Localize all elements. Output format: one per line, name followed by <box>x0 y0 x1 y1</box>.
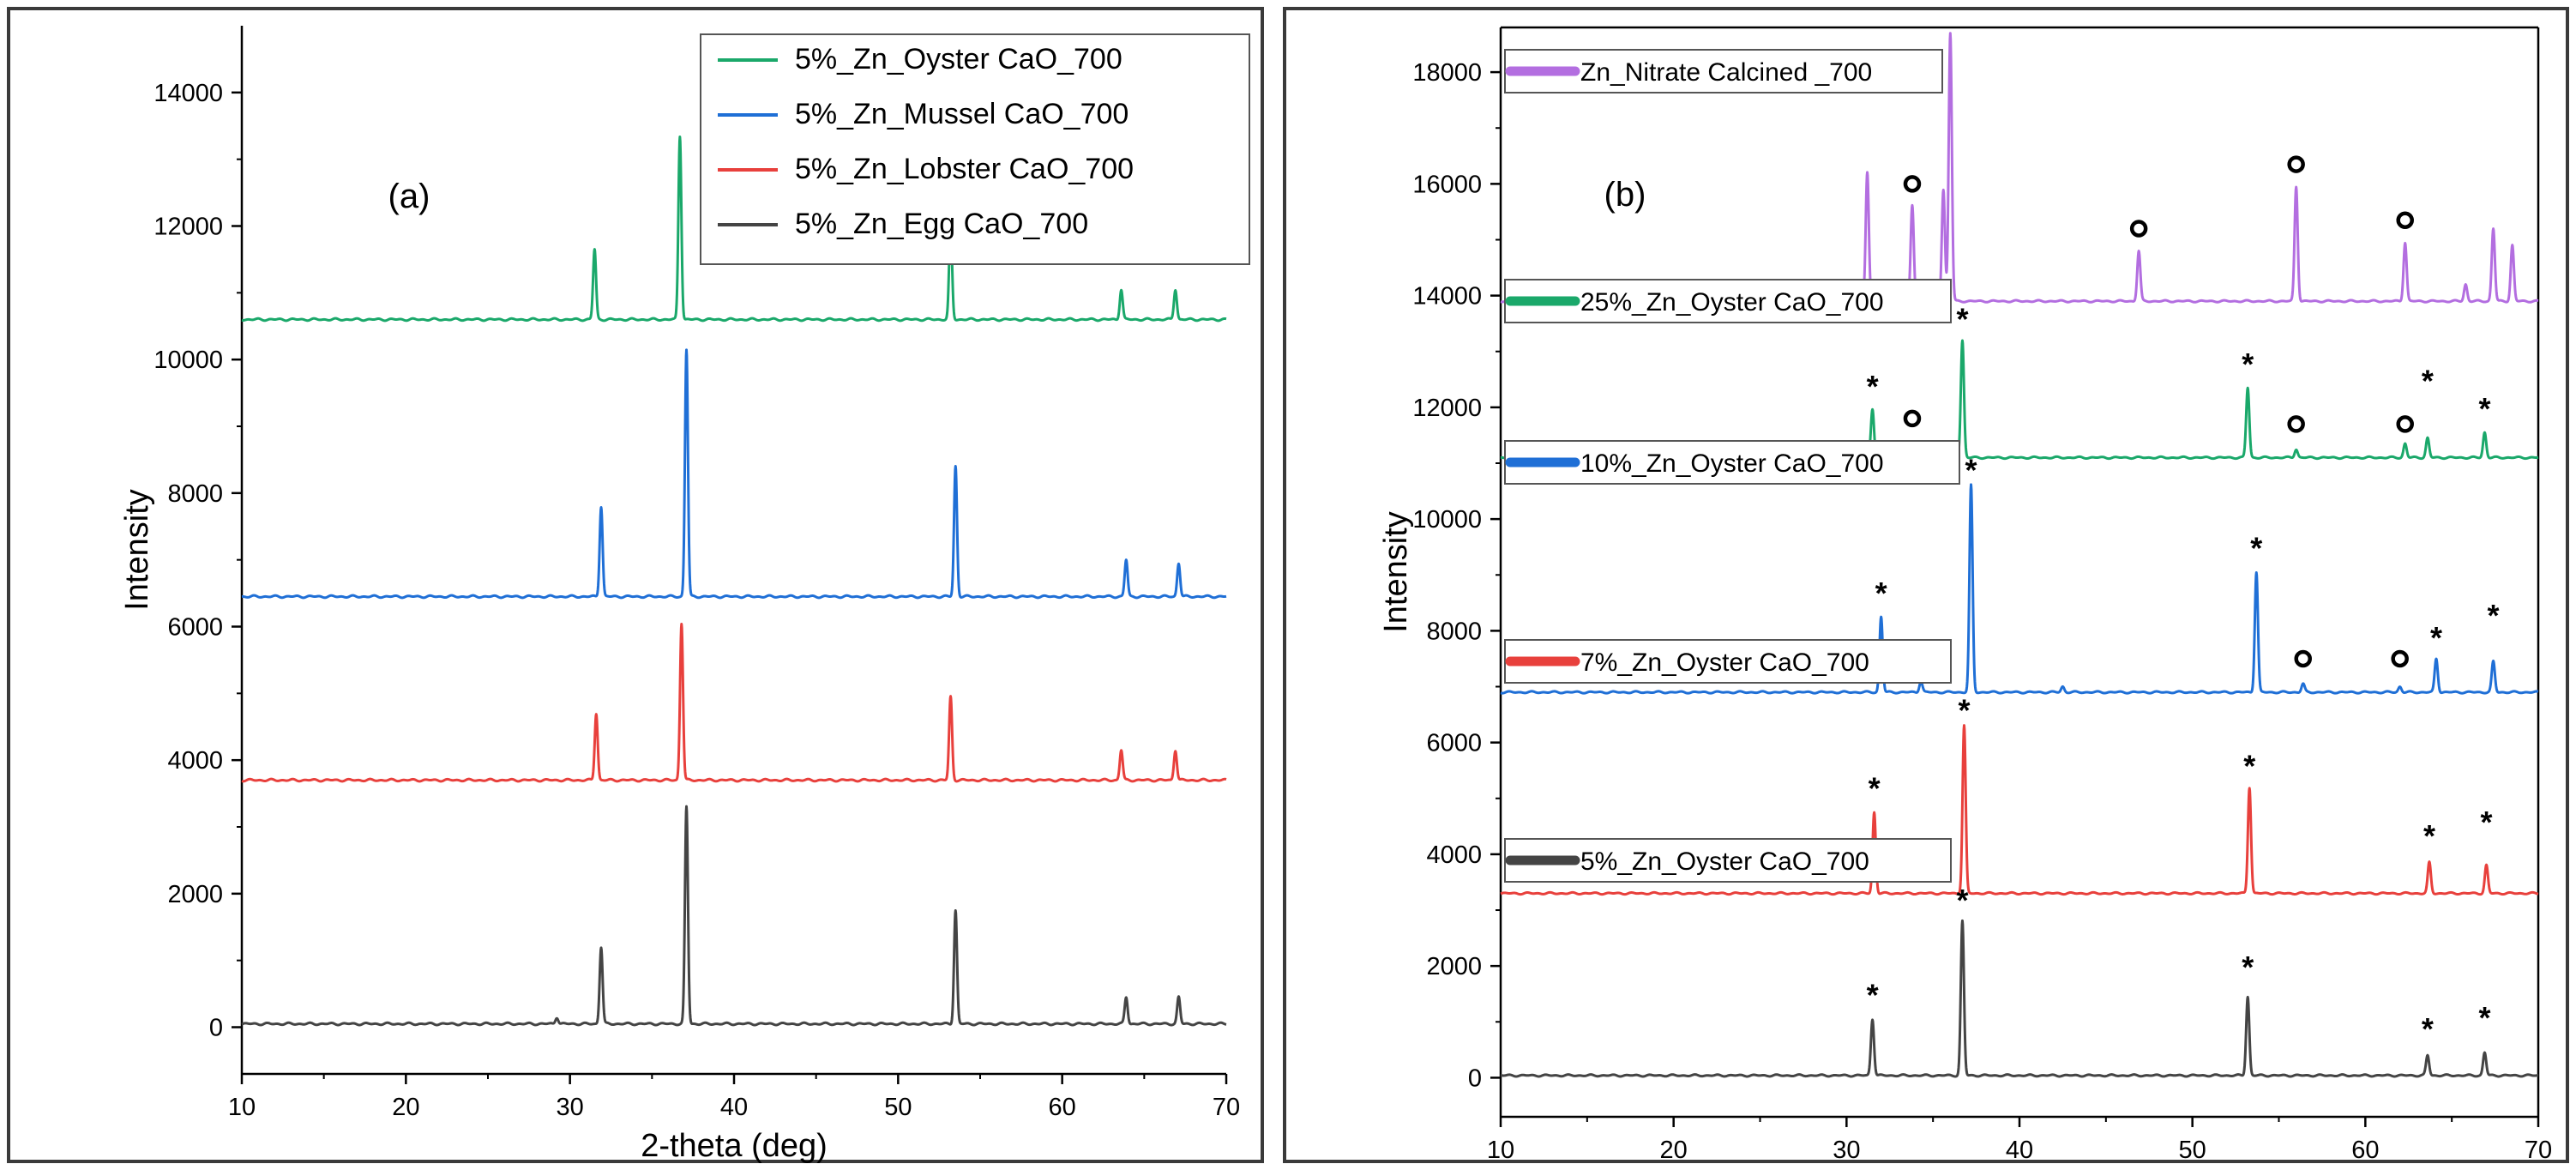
y-tick-label: 14000 <box>153 80 223 107</box>
phase-marker-star: * <box>1875 576 1887 611</box>
y-tick-label: 2000 <box>167 881 223 908</box>
x-tick-label: 70 <box>1213 1094 1240 1121</box>
phase-marker-star: * <box>2250 531 2262 566</box>
legend-label: 5%_Zn_Oyster CaO_700 <box>795 43 1122 75</box>
y-axis-label: Intensity <box>119 489 155 611</box>
panel-label: (a) <box>388 178 430 215</box>
y-tick-label: 2000 <box>1426 953 1482 980</box>
series-line-10-zn-oyster-cao-700 <box>1499 483 2540 695</box>
y-axis-label: Intensity <box>1378 511 1414 633</box>
panel-label: (b) <box>1604 176 1646 214</box>
x-tick-label: 60 <box>2351 1137 2379 1164</box>
series-label: 10%_Zn_Oyster CaO_700 <box>1580 449 1884 478</box>
phase-marker-star: * <box>1965 453 1977 488</box>
y-tick-label: 12000 <box>153 214 223 241</box>
phase-marker-circle <box>1903 175 1922 193</box>
phase-marker-circle <box>1903 409 1922 428</box>
phase-marker-circle <box>2294 649 2312 668</box>
phase-marker-star: * <box>2488 598 2500 633</box>
legend-label: 5%_Zn_Lobster CaO_700 <box>795 153 1134 185</box>
phase-marker-circle <box>2396 415 2414 433</box>
series-line-7-zn-oyster-cao-700 <box>1499 724 2540 896</box>
x-tick-label: 20 <box>392 1094 419 1121</box>
series-line-5-zn-oyster-cao-700 <box>240 136 1228 323</box>
series-label-box <box>1504 440 1960 485</box>
phase-marker-star: * <box>2422 1011 2434 1046</box>
y-tick-label: 16000 <box>1412 171 1482 198</box>
x-axis-label: 2-theta (deg) <box>641 1128 828 1164</box>
legend-box <box>700 33 1250 265</box>
phase-marker-star: * <box>1956 302 1968 337</box>
x-tick-label: 70 <box>2525 1137 2552 1164</box>
x-tick-label: 50 <box>884 1094 912 1121</box>
y-tick-label: 0 <box>209 1015 223 1042</box>
y-tick-label: 4000 <box>167 747 223 775</box>
phase-marker-circle <box>2396 211 2414 229</box>
series-line-5-zn-egg-cao-700 <box>240 805 1228 1027</box>
y-tick-label: 12000 <box>1412 395 1482 422</box>
y-tick-label: 4000 <box>1426 841 1482 869</box>
phase-marker-star: * <box>2478 1000 2490 1035</box>
series-line-5-zn-mussel-cao-700 <box>240 348 1228 600</box>
series-label: 7%_Zn_Oyster CaO_700 <box>1580 648 1869 677</box>
chart-a: 10 20 30 40 50 60 70 0 2000 4000 6000 8000 10000 1200… <box>119 26 1250 1164</box>
y-tick-label: 10000 <box>1412 506 1482 534</box>
x-tick-label: 30 <box>1833 1137 1860 1164</box>
phase-marker-star: * <box>2243 749 2255 784</box>
panel-b: 10 20 30 40 50 60 70 0 2000 4000 6000 8000 10000 1200… <box>1283 7 2569 1164</box>
x-tick-label: 30 <box>557 1094 584 1121</box>
y-tick-label: 8000 <box>167 480 223 508</box>
phase-marker-star: * <box>1867 369 1879 404</box>
phase-marker-circle <box>2287 155 2305 173</box>
legend-label: 5%_Zn_Mussel CaO_700 <box>795 98 1129 130</box>
x-tick-label: 10 <box>1487 1137 1514 1164</box>
y-tick-label: 8000 <box>1426 618 1482 645</box>
legend-label: 5%_Zn_Egg CaO_700 <box>795 208 1088 240</box>
phase-marker-circle <box>2287 415 2305 433</box>
phase-marker-star: * <box>2242 347 2254 382</box>
y-tick-label: 10000 <box>153 347 223 374</box>
phase-marker-star: * <box>2423 818 2435 853</box>
phase-marker-star: * <box>2478 391 2490 426</box>
chart-b: 10 20 30 40 50 60 70 0 2000 4000 6000 8000 10000 1200… <box>1378 26 2552 1164</box>
phase-marker-circle <box>2129 220 2148 238</box>
series-line-5-zn-oyster-cao-700 <box>1499 919 2540 1078</box>
phase-marker-star: * <box>2480 805 2492 840</box>
y-tick-label: 18000 <box>1412 59 1482 87</box>
phase-marker-star: * <box>2430 620 2442 655</box>
y-tick-label: 6000 <box>1426 730 1482 757</box>
phase-marker-star: * <box>2422 363 2434 398</box>
phase-marker-circle <box>2391 649 2409 668</box>
x-tick-label: 20 <box>1660 1137 1688 1164</box>
phase-marker-star: * <box>1956 883 1968 918</box>
phase-marker-star: * <box>1869 771 1881 806</box>
x-tick-label: 40 <box>2006 1137 2033 1164</box>
series-label: 25%_Zn_Oyster CaO_700 <box>1580 288 1884 317</box>
series-label: 5%_Zn_Oyster CaO_700 <box>1580 847 1869 876</box>
y-tick-label: 0 <box>1468 1064 1482 1092</box>
x-tick-label: 60 <box>1049 1094 1076 1121</box>
series-line-5-zn-lobster-cao-700 <box>240 623 1228 783</box>
x-tick-label: 40 <box>720 1094 748 1121</box>
phase-marker-star: * <box>1867 978 1879 1013</box>
x-tick-label: 50 <box>2179 1137 2206 1164</box>
y-tick-label: 6000 <box>167 614 223 642</box>
panel-a: 10 20 30 40 50 60 70 0 2000 4000 6000 8000 10000 1200… <box>7 7 1264 1164</box>
y-tick-label: 14000 <box>1412 283 1482 311</box>
x-tick-label: 10 <box>228 1094 256 1121</box>
phase-marker-star: * <box>1958 693 1970 728</box>
phase-marker-star: * <box>2242 950 2254 985</box>
series-label: Zn_Nitrate Calcined _700 <box>1580 58 1872 87</box>
